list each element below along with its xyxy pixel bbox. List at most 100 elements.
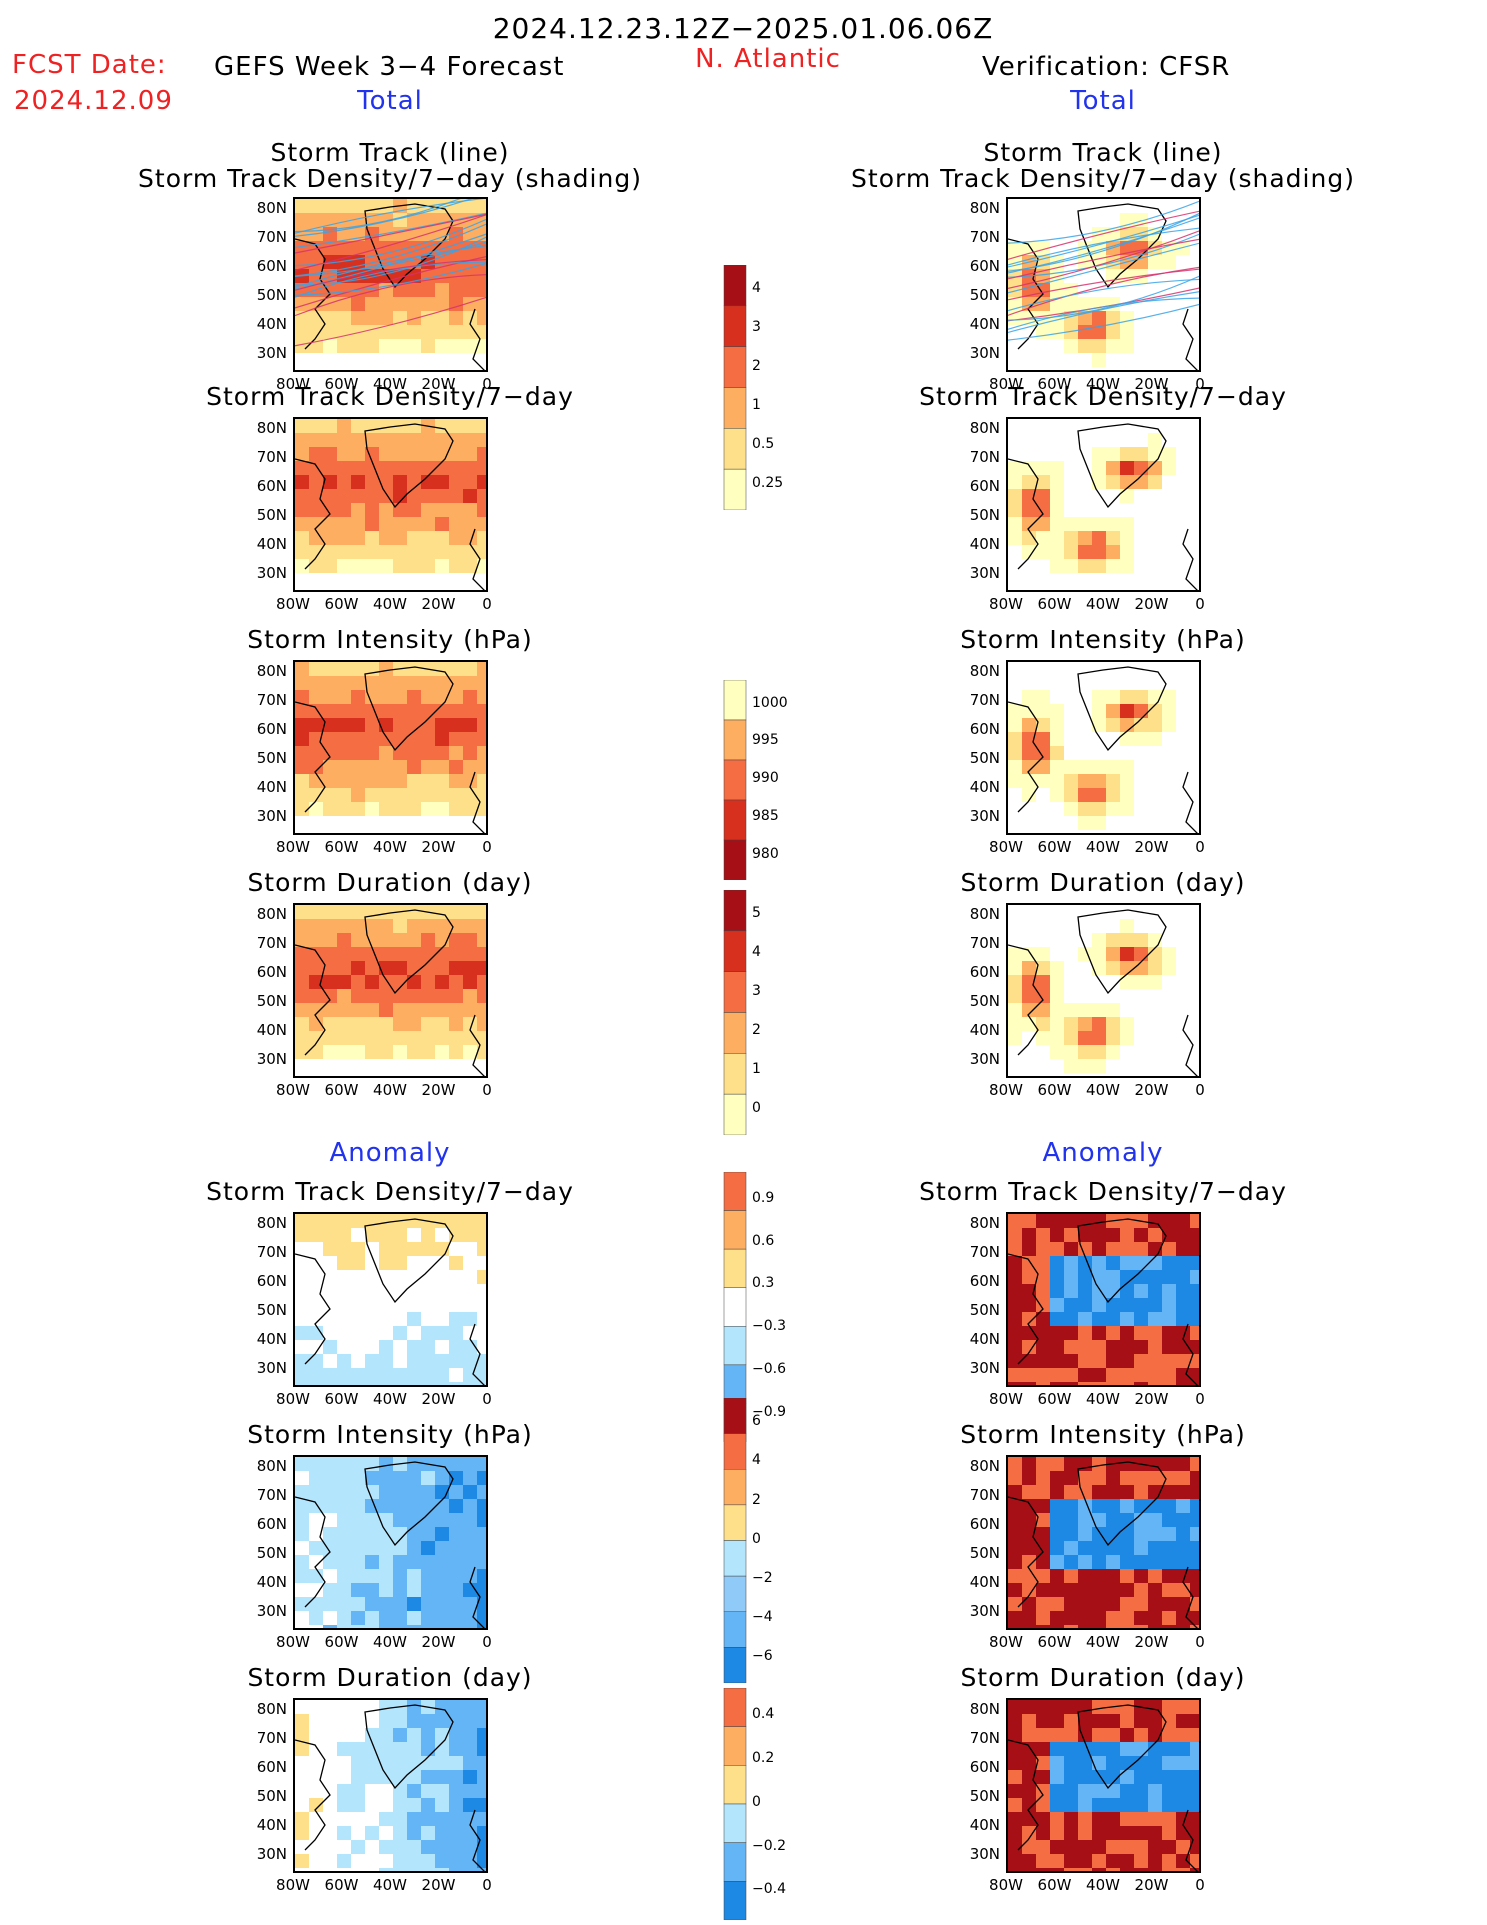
- left-panel-2-map: [293, 417, 488, 592]
- right-panel-7-map: [1006, 1698, 1201, 1873]
- left-panel-1-title: Storm Track (line): [270, 138, 510, 167]
- lon-tick-label: 20W: [1134, 1390, 1169, 1408]
- colorbar-tick-label: 995: [752, 732, 779, 749]
- lat-tick-label: 50N: [256, 992, 287, 1010]
- lon-tick-label: 60W: [324, 1633, 359, 1651]
- lat-tick-label: 80N: [256, 662, 287, 680]
- lon-tick-label: 20W: [421, 1390, 456, 1408]
- lat-tick-label: 60N: [256, 1515, 287, 1533]
- lat-tick-label: 40N: [969, 535, 1000, 553]
- colorbar-tick-label: −6: [752, 1647, 773, 1664]
- lat-tick-label: 50N: [256, 506, 287, 524]
- left-panel-4-map: [293, 903, 488, 1078]
- lat-tick-label: 40N: [256, 1573, 287, 1591]
- lon-tick-label: 80W: [276, 595, 310, 613]
- lon-tick-label: 20W: [421, 1876, 456, 1894]
- lat-tick-label: 60N: [969, 963, 1000, 981]
- colorbar-tick-label: −0.9: [752, 1404, 786, 1420]
- left-panel-7-title: Storm Duration (day): [247, 1663, 533, 1692]
- lat-tick-label: 40N: [969, 1021, 1000, 1039]
- lon-tick-label: 60W: [324, 1876, 359, 1894]
- fcst-date-label: FCST Date:: [12, 50, 167, 80]
- left-panel-6-map: [293, 1455, 488, 1630]
- left-panel-3-map: [293, 660, 488, 835]
- lon-tick-label: 40W: [1086, 1633, 1120, 1651]
- left-panel-5-title: Storm Track Density/7−day: [206, 1177, 574, 1206]
- right-panel-7-title: Storm Duration (day): [960, 1663, 1246, 1692]
- lon-tick-label: 20W: [421, 838, 456, 856]
- lat-tick-label: 70N: [256, 448, 287, 466]
- lat-tick-label: 50N: [256, 286, 287, 304]
- lat-tick-label: 60N: [969, 1272, 1000, 1290]
- colorbar-intensity: [720, 679, 747, 884]
- lat-tick-label: 30N: [256, 564, 287, 582]
- lat-tick-label: 70N: [969, 934, 1000, 952]
- colorbar-tick-label: −0.3: [752, 1318, 786, 1335]
- lat-tick-label: 80N: [969, 905, 1000, 923]
- colorbar-tick-label: 4: [752, 944, 761, 961]
- left-panel-2-title: Storm Track Density/7−day: [206, 382, 574, 411]
- colorbar-tick-label: 990: [752, 770, 779, 787]
- lat-tick-label: 80N: [969, 1457, 1000, 1475]
- lon-tick-label: 40W: [1086, 375, 1120, 393]
- right-panel-4-title: Storm Duration (day): [960, 868, 1246, 897]
- colorbar-tick-label: 1: [752, 397, 761, 413]
- lat-tick-label: 60N: [256, 257, 287, 275]
- lon-tick-label: 40W: [373, 595, 407, 613]
- lat-tick-label: 60N: [969, 1515, 1000, 1533]
- lat-tick-label: 60N: [969, 257, 1000, 275]
- lon-tick-label: 80W: [989, 1390, 1023, 1408]
- lon-tick-label: 60W: [324, 375, 359, 393]
- colorbar-tick-label: 2: [752, 1491, 761, 1508]
- lat-tick-label: 50N: [256, 1787, 287, 1805]
- right-panel-4-map: [1006, 903, 1201, 1078]
- lat-tick-label: 60N: [256, 963, 287, 981]
- lat-tick-label: 70N: [969, 448, 1000, 466]
- lat-tick-label: 70N: [969, 228, 1000, 246]
- lon-tick-label: 0: [1195, 838, 1205, 856]
- lat-tick-label: 80N: [969, 199, 1000, 217]
- lon-tick-label: 0: [482, 1390, 492, 1408]
- lon-tick-label: 20W: [1134, 1081, 1169, 1099]
- colorbar-duration-anom: [720, 1687, 747, 1924]
- lon-tick-label: 60W: [1037, 1876, 1072, 1894]
- lat-tick-label: 70N: [256, 1486, 287, 1504]
- lon-tick-label: 80W: [989, 838, 1023, 856]
- left-panel-6-title: Storm Intensity (hPa): [247, 1420, 533, 1449]
- lon-tick-label: 0: [482, 1876, 492, 1894]
- lon-tick-label: 60W: [324, 838, 359, 856]
- lat-tick-label: 30N: [969, 807, 1000, 825]
- lon-tick-label: 80W: [989, 1633, 1023, 1651]
- lat-tick-label: 30N: [256, 1845, 287, 1863]
- lon-tick-label: 60W: [1037, 1081, 1072, 1099]
- lat-tick-label: 40N: [969, 1330, 1000, 1348]
- lat-tick-label: 50N: [969, 286, 1000, 304]
- lat-tick-label: 50N: [256, 1301, 287, 1319]
- lon-tick-label: 40W: [1086, 595, 1120, 613]
- lat-tick-label: 50N: [969, 749, 1000, 767]
- lon-tick-label: 0: [1195, 375, 1205, 393]
- lat-tick-label: 80N: [256, 1214, 287, 1232]
- lon-tick-label: 60W: [1037, 1390, 1072, 1408]
- lon-tick-label: 20W: [421, 1633, 456, 1651]
- colorbar-tick-label: 5: [752, 905, 761, 922]
- colorbar-tick-label: −0.6: [752, 1361, 786, 1378]
- colorbar-tick-label: 3: [752, 983, 761, 1000]
- lat-tick-label: 80N: [969, 1214, 1000, 1232]
- colorbar-tick-label: 2: [752, 358, 761, 375]
- right-panel-2-title: Storm Track Density/7−day: [919, 382, 1287, 411]
- lat-tick-label: 80N: [256, 905, 287, 923]
- lat-tick-label: 80N: [256, 1700, 287, 1718]
- colorbar-tick-label: 0.5: [752, 435, 775, 452]
- lat-tick-label: 50N: [969, 1544, 1000, 1562]
- lon-tick-label: 80W: [989, 375, 1023, 393]
- lat-tick-label: 50N: [256, 749, 287, 767]
- lon-tick-label: 40W: [373, 1390, 407, 1408]
- colorbar-tick-label: 6: [752, 1413, 761, 1430]
- lat-tick-label: 30N: [969, 1359, 1000, 1377]
- lat-tick-label: 70N: [969, 1729, 1000, 1747]
- lon-tick-label: 80W: [276, 1081, 310, 1099]
- lon-tick-label: 20W: [1134, 595, 1169, 613]
- fcst-date-value: 2024.12.09: [14, 86, 173, 116]
- lon-tick-label: 80W: [276, 1390, 310, 1408]
